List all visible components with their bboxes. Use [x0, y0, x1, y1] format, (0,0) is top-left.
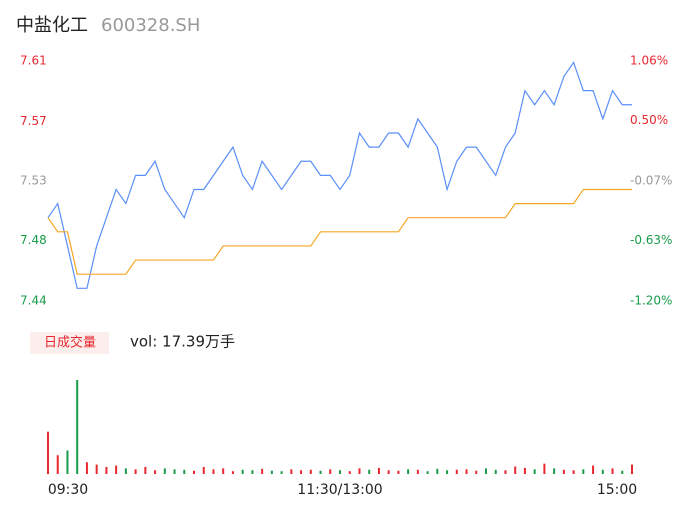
volume-bar — [348, 471, 351, 474]
volume-bar — [377, 467, 380, 474]
volume-bar — [115, 465, 118, 474]
volume-bar — [543, 463, 546, 474]
volume-bar — [261, 468, 264, 474]
y-tick-label: 7.53 — [20, 174, 47, 188]
volume-bar — [144, 466, 147, 474]
volume-bar — [592, 465, 595, 474]
volume-bar — [173, 469, 176, 474]
volume-bar — [436, 468, 439, 474]
x-tick-label: 15:00 — [597, 482, 637, 498]
y2-tick-label: -0.63% — [630, 233, 672, 247]
volume-bar — [504, 470, 507, 474]
volume-bar — [582, 469, 585, 474]
volume-bar — [193, 470, 195, 474]
volume-bar — [66, 450, 69, 474]
volume-bar — [319, 470, 322, 474]
x-tick-label: 09:30 — [48, 482, 88, 498]
volume-bar — [95, 464, 98, 474]
volume-bar — [85, 462, 88, 474]
volume-bar — [397, 470, 400, 474]
y-tick-label: 7.61 — [20, 54, 47, 68]
volume-bar — [553, 468, 556, 474]
volume-bar — [446, 470, 449, 474]
volume-bar — [494, 469, 497, 474]
volume-bar — [329, 469, 332, 474]
y2-tick-label: -1.20% — [630, 294, 672, 308]
volume-bar — [387, 470, 390, 474]
volume-bar — [47, 431, 49, 474]
volume-bar — [56, 455, 59, 474]
volume-bar — [222, 468, 225, 474]
volume-bar — [124, 468, 127, 474]
stock-code: 600328.SH — [101, 15, 200, 36]
volume-bar — [621, 470, 624, 474]
volume-bar — [368, 469, 371, 474]
y-tick-label: 7.48 — [20, 233, 47, 247]
volume-bar — [212, 469, 215, 474]
volume-bar — [485, 468, 487, 474]
volume-bar — [290, 469, 293, 474]
volume-bar — [339, 470, 341, 474]
volume-bar — [163, 468, 166, 474]
volume-bar — [601, 469, 604, 474]
volume-bar — [475, 470, 478, 474]
legend-box — [30, 332, 109, 354]
volume-bar — [562, 469, 565, 474]
volume-bar — [300, 470, 303, 474]
volume-bar — [514, 466, 517, 474]
y2-tick-label: -0.07% — [630, 174, 672, 188]
volume-bar — [523, 467, 526, 474]
volume-bar — [455, 469, 458, 474]
volume-bar — [426, 471, 429, 474]
volume-bar — [231, 471, 234, 474]
volume-bar — [358, 468, 361, 474]
volume-bar — [241, 469, 244, 474]
y-tick-label: 7.57 — [20, 114, 47, 128]
volume-annotation: vol: 17.39万手 — [130, 333, 235, 351]
volume-bar — [134, 469, 137, 474]
volume-bar — [251, 470, 254, 474]
volume-bar — [407, 469, 410, 474]
volume-bar — [465, 469, 468, 474]
y2-tick-label: 1.06% — [630, 54, 668, 68]
y-tick-label: 7.44 — [20, 294, 47, 308]
volume-bar — [631, 464, 633, 474]
x-tick-label: 11:30/13:00 — [297, 482, 382, 498]
volume-bar — [572, 470, 575, 474]
volume-bar — [416, 469, 419, 474]
y2-tick-label: 0.50% — [630, 113, 668, 127]
price-line — [47, 61, 632, 289]
volume-bar — [270, 470, 273, 474]
volume-bar — [183, 469, 186, 474]
volume-bar — [202, 466, 205, 474]
volume-bar — [154, 470, 157, 474]
volume-bar — [76, 380, 79, 474]
volume-bar — [105, 466, 108, 474]
volume-bar — [533, 469, 536, 474]
volume-bar — [611, 468, 614, 474]
volume-title: 日成交量 — [44, 335, 96, 351]
volume-bar — [309, 469, 312, 474]
average-line — [47, 188, 632, 275]
volume-bar — [280, 471, 283, 474]
stock-name: 中盐化工 — [16, 15, 88, 36]
